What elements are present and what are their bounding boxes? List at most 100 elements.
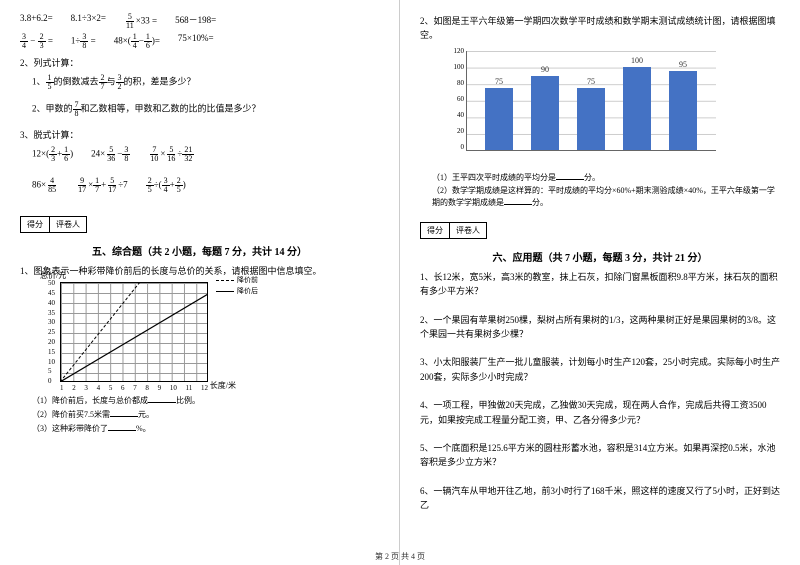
ytick: 5 — [48, 367, 55, 375]
section5-title: 五、综合题（共 2 小题，每题 7 分，共计 14 分） — [20, 243, 379, 258]
legend-solid-icon — [216, 291, 234, 292]
line-chart: 总价/元 长度/米 50 45 40 35 30 25 20 15 10 5 0… — [48, 282, 208, 392]
ytick: 15 — [48, 348, 55, 356]
xtick: 4 — [97, 384, 101, 392]
score-label: 得分 — [21, 217, 50, 232]
expr: 24×536−38 — [91, 146, 130, 163]
section5-header: 得分 评卷人 五、综合题（共 2 小题，每题 7 分，共计 14 分） — [20, 212, 379, 258]
ytick: 0 — [440, 143, 464, 151]
expr: 12×(23+16) — [32, 146, 73, 163]
q5-1-sublist: （1）降价前后，长度与总价都成比例。 （2）降价前买7.5米需元。 （3）这种彩… — [32, 394, 379, 434]
chart-lines — [60, 282, 208, 382]
legend-label: 降价后 — [237, 286, 258, 296]
left-column: 3.8+6.2= 8.1÷3×2= 511×33 = 568－198= 34 −… — [0, 0, 400, 565]
x-axis-label: 长度/米 — [210, 380, 236, 391]
q5-2-sublist: （1）王平四次平时成绩的平均分是分。 （2）数学学期成绩是这样算的：平时成绩的平… — [432, 171, 780, 208]
app-q: 5、一个底面积是125.6平方米的圆柱形蓄水池，容积是314立方米。如果再深挖0… — [420, 441, 780, 470]
expr: 1÷38 = — [71, 33, 96, 50]
legend-label: 降价前 — [237, 275, 258, 285]
sub-item: （2）数学学期成绩是这样算的：平时成绩的平均分×60%+期末测验成绩×40%，王… — [432, 185, 780, 208]
q2-1: 1、15的倒数减去27与32的积，差是多少？ — [32, 74, 379, 91]
q3-row-2: 86×485 917×17+517÷7 25÷(34+25) — [32, 177, 379, 194]
xtick: 11 — [186, 384, 193, 392]
xtick: 2 — [72, 384, 76, 392]
ytick: 80 — [440, 79, 464, 87]
app-q: 1、长12米，宽5米，高3米的教室，抹上石灰，扣除门窗黑板面积9.8平方米，抹石… — [420, 270, 780, 299]
xtick: 3 — [84, 384, 88, 392]
line-after — [60, 294, 208, 382]
ytick: 50 — [48, 279, 55, 287]
grader-label: 评卷人 — [450, 223, 486, 238]
ytick: 20 — [440, 127, 464, 135]
expr: 3.8+6.2= — [20, 13, 53, 30]
expr: 34 − 23 = — [20, 33, 53, 50]
q3-row-1: 12×(23+16) 24×536−38 710×516÷2132 — [32, 146, 379, 163]
expr: 511×33 = — [124, 13, 157, 30]
app-q: 3、小太阳服装厂生产一批儿童服装，计划每小时生产120套，25小时完成。实际每小… — [420, 355, 780, 384]
xtick: 10 — [170, 384, 177, 392]
bar-label: 75 — [485, 77, 513, 86]
expr: 8.1÷3×2= — [71, 13, 106, 30]
expr: 75×10%= — [178, 33, 214, 50]
score-box: 得分 评卷人 — [20, 216, 87, 233]
grader-label: 评卷人 — [50, 217, 86, 232]
ytick: 35 — [48, 309, 55, 317]
ytick: 0 — [48, 377, 55, 385]
q5-2-intro: 2、如图是王平六年级第一学期四次数学平时成绩和数学期末测试成绩统计图，请根据图填… — [420, 14, 780, 43]
xtick: 6 — [121, 384, 125, 392]
expr: 710×516÷2132 — [148, 146, 194, 163]
line-before — [60, 282, 140, 382]
expr: 25÷(34+25) — [146, 177, 186, 194]
ytick: 30 — [48, 318, 55, 326]
calc-row-1: 3.8+6.2= 8.1÷3×2= 511×33 = 568－198= — [20, 13, 379, 30]
sub-item: （1）降价前后，长度与总价都成比例。 — [32, 394, 379, 406]
xtick: 9 — [158, 384, 162, 392]
app-q: 2、一个果园有苹果树250棵，梨树占所有果树的1/3，这两种果树正好是果园果树的… — [420, 313, 780, 342]
x-axis-ticks: 1 2 3 4 5 6 7 8 9 10 11 12 — [60, 384, 208, 392]
app-q: 4、一项工程，甲独做20天完成，乙独做30天完成，现在两人合作，完成后共得工资3… — [420, 398, 780, 427]
sub-item: （3）这种彩带降价了%。 — [32, 422, 379, 434]
ytick: 45 — [48, 289, 55, 297]
expr: 48×(14−16)= — [114, 33, 160, 50]
sub-item: （1）王平四次平时成绩的平均分是分。 — [432, 171, 780, 183]
xtick: 8 — [145, 384, 149, 392]
calc-row-2: 34 − 23 = 1÷38 = 48×(14−16)= 75×10%= — [20, 33, 379, 50]
q3-title: 3、脱式计算： — [20, 128, 379, 142]
expr: 568－198= — [175, 13, 216, 30]
bar: 100 — [623, 67, 651, 149]
right-column: 2、如图是王平六年级第一学期四次数学平时成绩和数学期末测试成绩统计图，请根据图填… — [400, 0, 800, 565]
section6-header: 得分 评卷人 六、应用题（共 7 小题，每题 3 分，共计 21 分） — [420, 218, 780, 264]
bar: 75 — [577, 88, 605, 150]
ytick: 120 — [440, 47, 464, 55]
xtick: 1 — [60, 384, 64, 392]
xtick: 5 — [109, 384, 113, 392]
ytick: 40 — [48, 299, 55, 307]
q5-1-intro: 1、图象表示一种彩带降价前后的长度与总价的关系，请根据图中信息填空。 — [20, 264, 379, 278]
ytick: 100 — [440, 63, 464, 71]
section6-title: 六、应用题（共 7 小题，每题 3 分，共计 21 分） — [420, 249, 780, 264]
bar: 95 — [669, 71, 697, 149]
bar-label: 95 — [669, 60, 697, 69]
expr: 917×17+517÷7 — [76, 177, 128, 194]
bar-area: 75 90 75 100 95 — [466, 51, 716, 151]
bar-label: 90 — [531, 65, 559, 74]
q2-title: 2、列式计算： — [20, 56, 379, 70]
q2-2: 2、甲数的78和乙数相等，甲数和乙数的比的比值是多少？ — [32, 101, 379, 118]
y-axis-ticks: 50 45 40 35 30 25 20 15 10 5 0 — [48, 279, 55, 385]
sub-item: （2）降价前买7.5米需元。 — [32, 408, 379, 420]
score-box: 得分 评卷人 — [420, 222, 487, 239]
app-q: 6、一辆汽车从甲地开往乙地，前3小时行了168千米，照这样的速度又行了5小时，正… — [420, 484, 780, 513]
ytick: 10 — [48, 358, 55, 366]
xtick: 12 — [201, 384, 208, 392]
bar: 90 — [531, 76, 559, 150]
bar-chart: 120 100 80 60 40 20 0 75 90 75 100 95 — [440, 47, 720, 167]
bar-label: 100 — [623, 56, 651, 65]
xtick: 7 — [133, 384, 137, 392]
legend-dash-icon — [216, 280, 234, 281]
score-label: 得分 — [421, 223, 450, 238]
chart-legend: 降价前 降价后 — [216, 274, 258, 297]
ytick: 40 — [440, 111, 464, 119]
ytick: 25 — [48, 328, 55, 336]
ytick: 20 — [48, 338, 55, 346]
expr: 86×485 — [32, 177, 58, 194]
